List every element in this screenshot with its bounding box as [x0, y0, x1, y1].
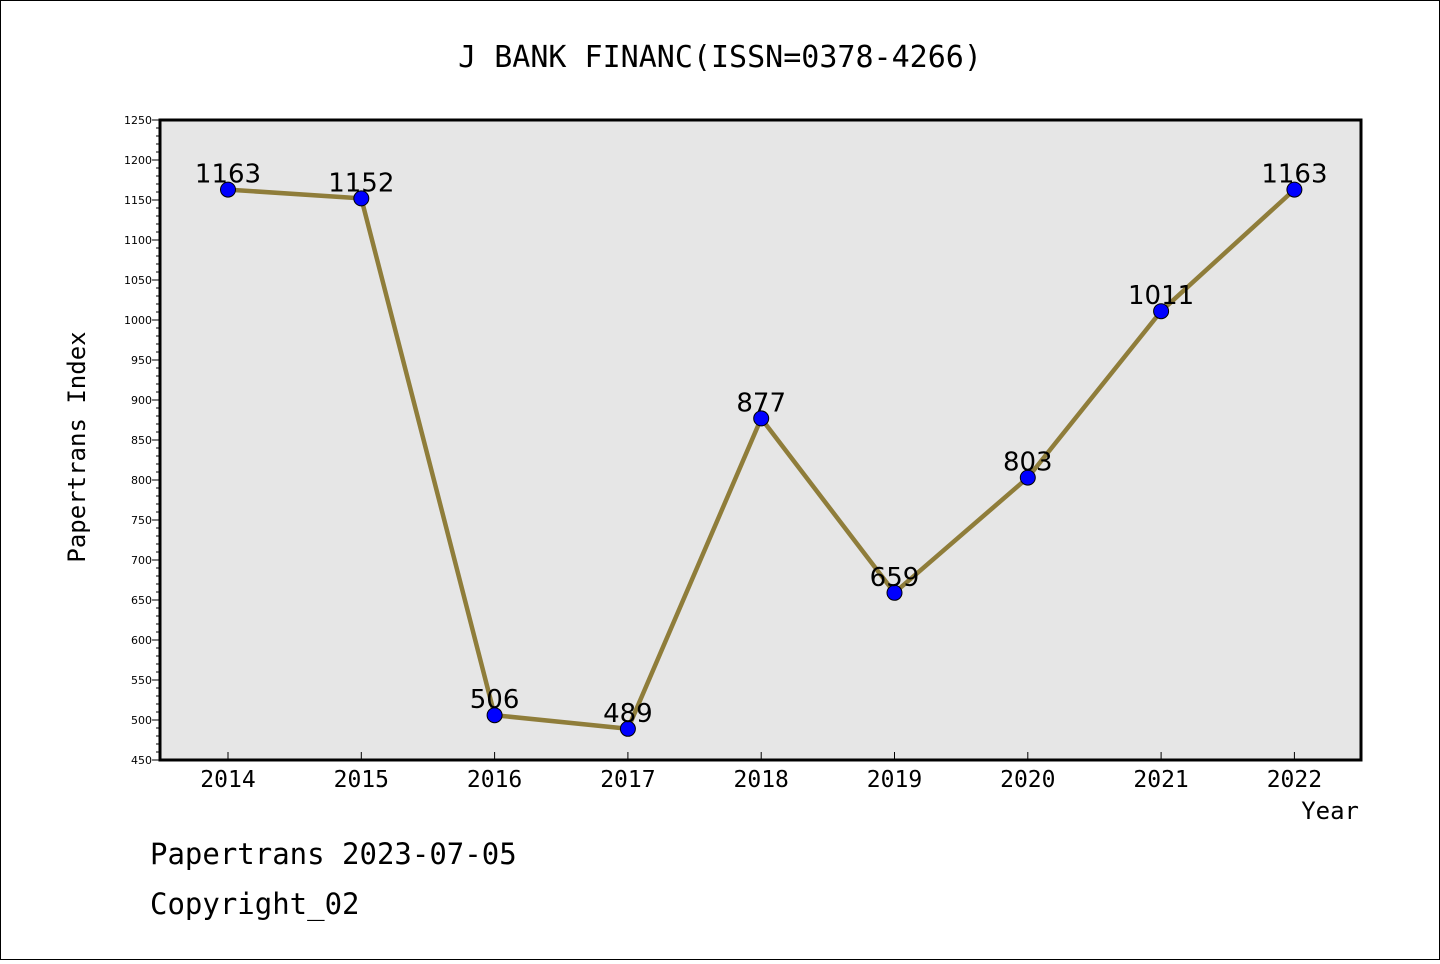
data-label-2016: 506: [470, 685, 520, 715]
chart-title: J BANK FINANC(ISSN=0378-4266): [458, 40, 982, 75]
y-tick-label: 700: [131, 554, 152, 567]
y-axis: 450 500 550 600 650 700 750 800 850 900 950 1000 105…: [124, 114, 160, 767]
x-tick-label: 2015: [334, 767, 389, 793]
data-point-2017: [619, 720, 636, 737]
series-papertrans-index: [220, 181, 1303, 737]
x-tick-label: 2014: [200, 767, 255, 793]
data-point-2018: [753, 410, 770, 427]
data-point-2020: [1019, 469, 1036, 486]
data-label-2015: 1152: [328, 168, 394, 198]
y-tick-label: 550: [131, 674, 152, 687]
x-axis: 2014 2015 2016 2017 2018 2019 2020 2021 2022: [200, 752, 1322, 793]
y-tick-label: 1100: [124, 234, 152, 247]
y-tick-label: 650: [131, 594, 152, 607]
y-tick-label: 850: [131, 434, 152, 447]
y-axis-title: Papertrans Index: [63, 331, 91, 562]
data-point-2015: [353, 190, 370, 207]
x-tick-label: 2021: [1133, 767, 1188, 793]
data-point-2022: [1286, 181, 1303, 198]
y-tick-label: 500: [131, 714, 152, 727]
data-label-2018: 877: [736, 388, 786, 418]
data-point-2016: [486, 707, 503, 724]
y-tick-label: 800: [131, 474, 152, 487]
y-tick-label: 900: [131, 394, 152, 407]
plot-area: [158, 118, 1363, 762]
data-point-2014: [220, 181, 236, 198]
data-label-2017: 489: [603, 699, 653, 729]
y-tick-label: 1250: [124, 114, 152, 127]
y-tick-label: 600: [131, 634, 152, 647]
data-point-2021: [1153, 303, 1170, 320]
y-tick-label: 1000: [124, 314, 152, 327]
data-label-2014: 1163: [195, 160, 261, 190]
data-label-2019: 659: [870, 563, 920, 593]
y-tick-label: 750: [131, 514, 152, 527]
x-tick-label: 2020: [1000, 767, 1055, 793]
x-tick-label: 2018: [734, 767, 789, 793]
y-tick-label: 1200: [124, 154, 152, 167]
x-axis-title: Year: [1301, 797, 1359, 825]
data-point-2019: [886, 584, 903, 601]
y-tick-label: 1050: [124, 274, 152, 287]
data-label-2022: 1163: [1261, 160, 1327, 190]
x-tick-label: 2017: [600, 767, 655, 793]
data-label-2020: 803: [1003, 448, 1053, 478]
y-tick-label: 450: [131, 754, 152, 767]
footer-copyright: Copyright_02: [150, 887, 360, 922]
x-tick-label: 2022: [1267, 767, 1322, 793]
footer-date: Papertrans 2023-07-05: [150, 837, 517, 871]
data-label-2021: 1011: [1128, 281, 1194, 311]
data-labels: 1163 1152 506 489 877 659 803 1011 1163: [195, 160, 1328, 729]
y-tick-label: 1150: [124, 194, 152, 207]
x-tick-label: 2019: [867, 767, 922, 793]
y-tick-label: 950: [131, 354, 152, 367]
x-tick-label: 2016: [467, 767, 522, 793]
